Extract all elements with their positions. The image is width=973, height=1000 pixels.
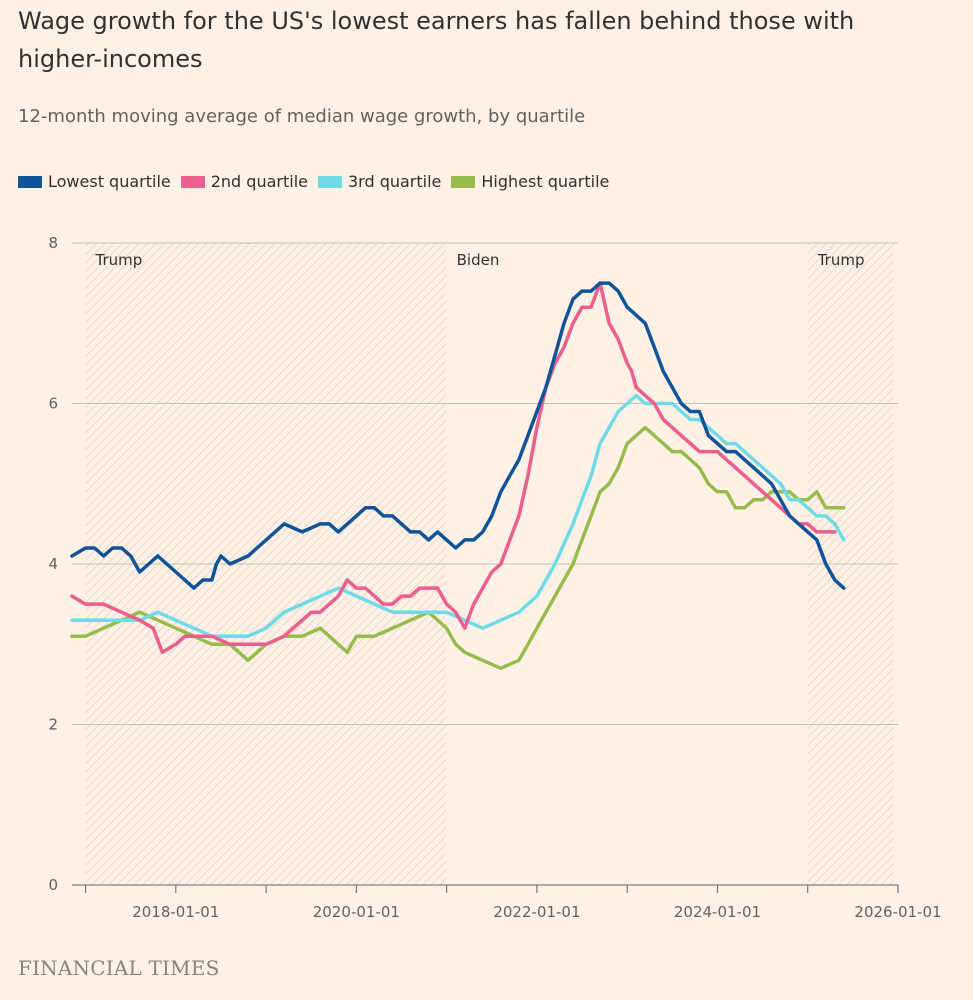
x-tick-label-2020-01-01: 2020-01-01 (313, 903, 400, 921)
chart-title: Wage growth for the US's lowest earners … (18, 7, 855, 73)
x-tick-label-2018-01-01: 2018-01-01 (132, 903, 219, 921)
source-label: FINANCIAL TIMES (18, 956, 220, 980)
x-tick-label-2026-01-01: 2026-01-01 (854, 903, 941, 921)
y-tick-label-2: 2 (48, 716, 58, 734)
legend-swatch-third (317, 175, 342, 188)
legend-swatch-second (180, 175, 205, 188)
line-chart: Trump Biden Trump 0 2 4 6 8 2018-01-01 2020-01-… (48, 234, 942, 921)
series-line-third (70, 393, 846, 638)
y-tick-label-6: 6 (48, 395, 58, 413)
x-tick-label-2024-01-01: 2024-01-01 (674, 903, 761, 921)
legend-label-lowest: Lowest quartile (48, 172, 171, 191)
y-tick-label-0: 0 (48, 876, 58, 894)
legend-item-highest: Highest quartile (451, 172, 609, 191)
y-tick-label-4: 4 (48, 555, 58, 573)
y-tick-label-8: 8 (48, 234, 58, 252)
series-line-highest (70, 425, 846, 671)
gridlines-group (72, 242, 898, 886)
legend-label-third: 3rd quartile (347, 172, 442, 191)
legend-swatch-highest (451, 175, 476, 188)
legend: Lowest quartile 2nd quartile 3rd quartil… (18, 172, 609, 191)
legend-label-second: 2nd quartile (210, 172, 308, 191)
series-line-second (70, 281, 837, 655)
chart-subtitle: 12-month moving average of median wage g… (18, 106, 586, 127)
legend-swatch-lowest (18, 175, 42, 188)
x-tick-label-2022-01-01: 2022-01-01 (493, 903, 580, 921)
series-line-lowest (70, 281, 846, 590)
legend-label-highest: Highest quartile (481, 172, 610, 191)
series-lines-group (70, 281, 846, 671)
x-axis-group: 2018-01-01 2020-01-01 2022-01-01 2024-01-01… (85, 885, 942, 921)
legend-item-third: 3rd quartile (317, 172, 442, 191)
era-label-1: Biden (457, 251, 500, 269)
legend-item-lowest: Lowest quartile (18, 172, 171, 191)
legend-item-second: 2nd quartile (180, 172, 308, 191)
era-label-0: Trump (95, 251, 143, 269)
era-label-2: Trump (817, 251, 865, 269)
y-tick-labels-group: 0 2 4 6 8 (48, 234, 58, 894)
